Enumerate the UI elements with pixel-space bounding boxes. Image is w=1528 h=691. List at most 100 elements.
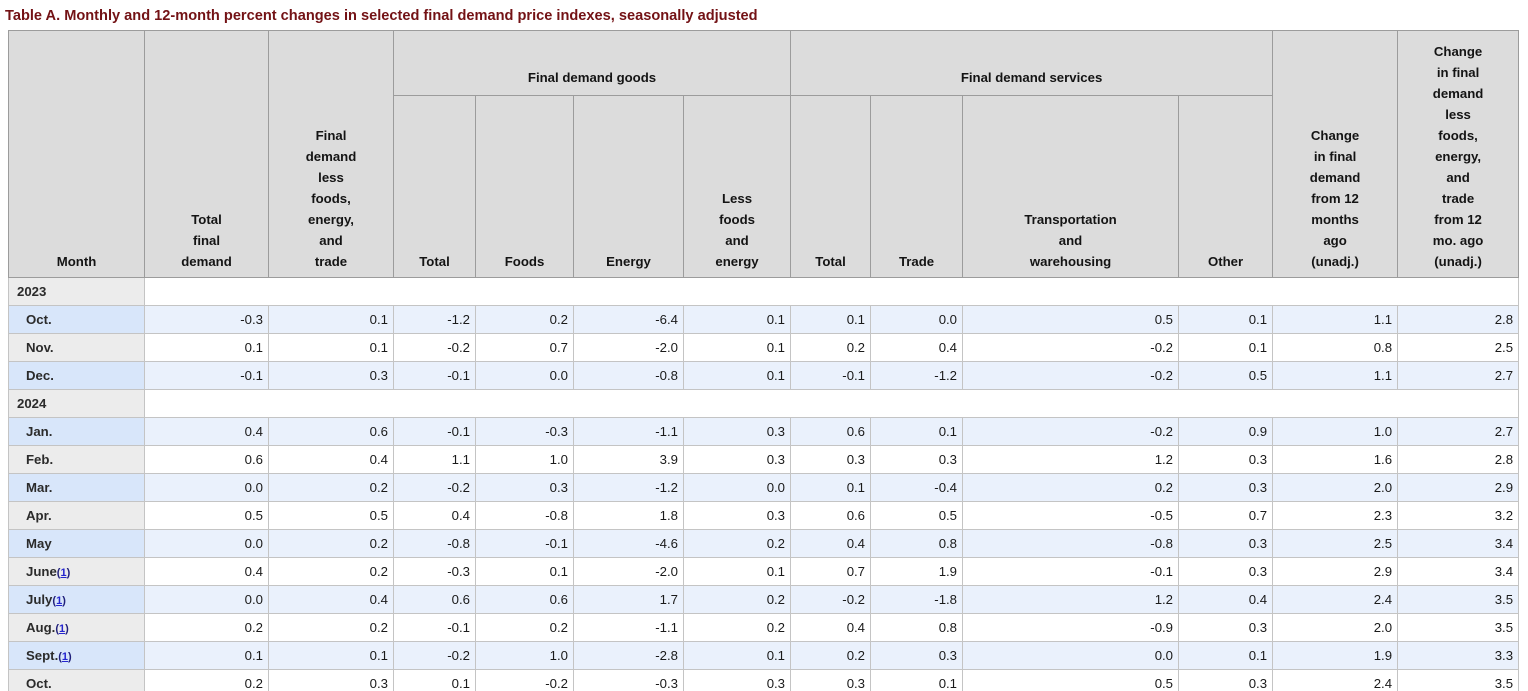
- value-cell: 0.3: [682, 417, 792, 446]
- value-cell: 0.8: [870, 529, 964, 558]
- value-cell: 1.9: [870, 557, 964, 586]
- value-cell: 1.2: [962, 445, 1180, 474]
- value-cell: 0.1: [144, 333, 269, 362]
- value-cell: 3.5: [1397, 669, 1520, 691]
- value-cell: 2.8: [1397, 305, 1520, 334]
- data-row: Mar. 0.0 0.2 -0.2 0.3 -1.2 0.0 0.1 -0.4 0.2 0.3 2.0…: [8, 473, 1520, 502]
- month-cell: Nov.: [8, 333, 145, 362]
- col-header-total-final-demand: Total final demand: [144, 30, 269, 278]
- value-cell: 0.2: [268, 557, 394, 586]
- value-cell: 0.2: [144, 613, 269, 642]
- value-cell: 2.4: [1272, 585, 1399, 614]
- value-cell: -0.2: [393, 333, 476, 362]
- data-row: Nov. 0.1 0.1 -0.2 0.7 -2.0 0.1 0.2 0.4 -0.2 0.1 0.8…: [8, 333, 1520, 362]
- value-cell: 1.0: [475, 445, 574, 474]
- value-cell: -2.0: [573, 333, 684, 362]
- year-row: 2024: [8, 389, 1520, 418]
- value-cell: -0.2: [475, 669, 574, 691]
- col-header-goods-energy: Energy: [573, 95, 684, 278]
- value-cell: 0.1: [268, 333, 394, 362]
- value-cell: 0.0: [144, 585, 269, 614]
- value-cell: 2.3: [1272, 501, 1399, 530]
- value-cell: 1.1: [1272, 305, 1399, 334]
- value-cell: 0.8: [870, 613, 964, 642]
- value-cell: -0.1: [790, 361, 872, 390]
- col-header-services-transportation-warehousing: Transportation and warehousing: [962, 95, 1180, 278]
- data-row: June(1) 0.4 0.2 -0.3 0.1 -2.0 0.1 0.7 1.9 -0.1 0.3…: [8, 557, 1520, 586]
- value-cell: 0.1: [268, 641, 394, 670]
- value-cell: -0.2: [790, 585, 872, 614]
- value-cell: 0.3: [475, 473, 574, 502]
- value-cell: -0.2: [393, 473, 476, 502]
- value-cell: -0.3: [475, 417, 574, 446]
- month-cell: Oct.: [8, 669, 145, 691]
- value-cell: 0.1: [1178, 305, 1274, 334]
- value-cell: 1.0: [475, 641, 574, 670]
- data-row: Feb. 0.6 0.4 1.1 1.0 3.9 0.3 0.3 0.3 1.2 0.3 1.6 2.8: [8, 445, 1520, 474]
- month-cell: May: [8, 529, 145, 558]
- value-cell: 3.4: [1397, 529, 1520, 558]
- value-cell: 0.5: [144, 501, 269, 530]
- month-cell: Feb.: [8, 445, 145, 474]
- value-cell: -0.1: [144, 361, 269, 390]
- value-cell: 2.7: [1397, 417, 1520, 446]
- footnote-link[interactable]: 1: [58, 623, 66, 635]
- value-cell: -0.8: [475, 501, 574, 530]
- value-cell: 0.3: [1178, 557, 1274, 586]
- value-cell: 0.6: [268, 417, 394, 446]
- value-cell: 0.6: [144, 445, 269, 474]
- value-cell: 1.1: [393, 445, 476, 474]
- value-cell: 0.1: [1178, 333, 1274, 362]
- value-cell: 0.9: [1178, 417, 1274, 446]
- value-cell: 0.5: [962, 305, 1180, 334]
- value-cell: -0.3: [144, 305, 269, 334]
- value-cell: -1.1: [573, 613, 684, 642]
- value-cell: 0.0: [144, 529, 269, 558]
- value-cell: 0.1: [1178, 641, 1274, 670]
- value-cell: 0.4: [144, 417, 269, 446]
- value-cell: 0.3: [1178, 613, 1274, 642]
- value-cell: -1.1: [573, 417, 684, 446]
- value-cell: 0.7: [790, 557, 872, 586]
- data-row: Sept.(1) 0.1 0.1 -0.2 1.0 -2.8 0.1 0.2 0.3 0.0 0.1…: [8, 641, 1520, 670]
- value-cell: 0.3: [790, 445, 872, 474]
- value-cell: 3.5: [1397, 585, 1520, 614]
- value-cell: 0.2: [475, 613, 574, 642]
- footnote-marker: (1): [55, 623, 69, 635]
- footnote-link[interactable]: 1: [61, 651, 69, 663]
- value-cell: 2.4: [1272, 669, 1399, 691]
- value-cell: 0.0: [475, 361, 574, 390]
- data-row: May 0.0 0.2 -0.8 -0.1 -4.6 0.2 0.4 0.8 -0.8 0.3 2.5…: [8, 529, 1520, 558]
- value-cell: -0.4: [870, 473, 964, 502]
- value-cell: 0.1: [682, 305, 792, 334]
- col-header-change-12mo-less-fet: Change in final demand less foods, energ…: [1397, 30, 1520, 278]
- value-cell: 0.3: [1178, 669, 1274, 691]
- value-cell: 0.2: [268, 613, 394, 642]
- value-cell: 0.2: [144, 669, 269, 691]
- value-cell: 0.5: [870, 501, 964, 530]
- value-cell: 1.6: [1272, 445, 1399, 474]
- value-cell: -4.6: [573, 529, 684, 558]
- value-cell: 3.4: [1397, 557, 1520, 586]
- value-cell: 0.1: [393, 669, 476, 691]
- value-cell: 0.6: [790, 417, 872, 446]
- footnote-link[interactable]: 1: [56, 595, 63, 607]
- value-cell: 0.3: [870, 641, 964, 670]
- value-cell: 0.1: [268, 305, 394, 334]
- value-cell: 2.9: [1272, 557, 1399, 586]
- value-cell: 0.0: [144, 473, 269, 502]
- footnote-link[interactable]: 1: [60, 567, 67, 579]
- value-cell: 0.8: [1272, 333, 1399, 362]
- data-row: July(1) 0.0 0.4 0.6 0.6 1.7 0.2 -0.2 -1.8 1.2 0.4 2…: [8, 585, 1520, 614]
- value-cell: 0.2: [962, 473, 1180, 502]
- value-cell: -1.2: [870, 361, 964, 390]
- month-cell: June(1): [8, 557, 145, 586]
- value-cell: 0.3: [870, 445, 964, 474]
- value-cell: 0.2: [682, 613, 792, 642]
- value-cell: -1.2: [393, 305, 476, 334]
- value-cell: 0.0: [870, 305, 964, 334]
- value-cell: 0.4: [268, 445, 394, 474]
- month-cell: Apr.: [8, 501, 145, 530]
- value-cell: 0.3: [682, 445, 792, 474]
- value-cell: 0.1: [475, 557, 574, 586]
